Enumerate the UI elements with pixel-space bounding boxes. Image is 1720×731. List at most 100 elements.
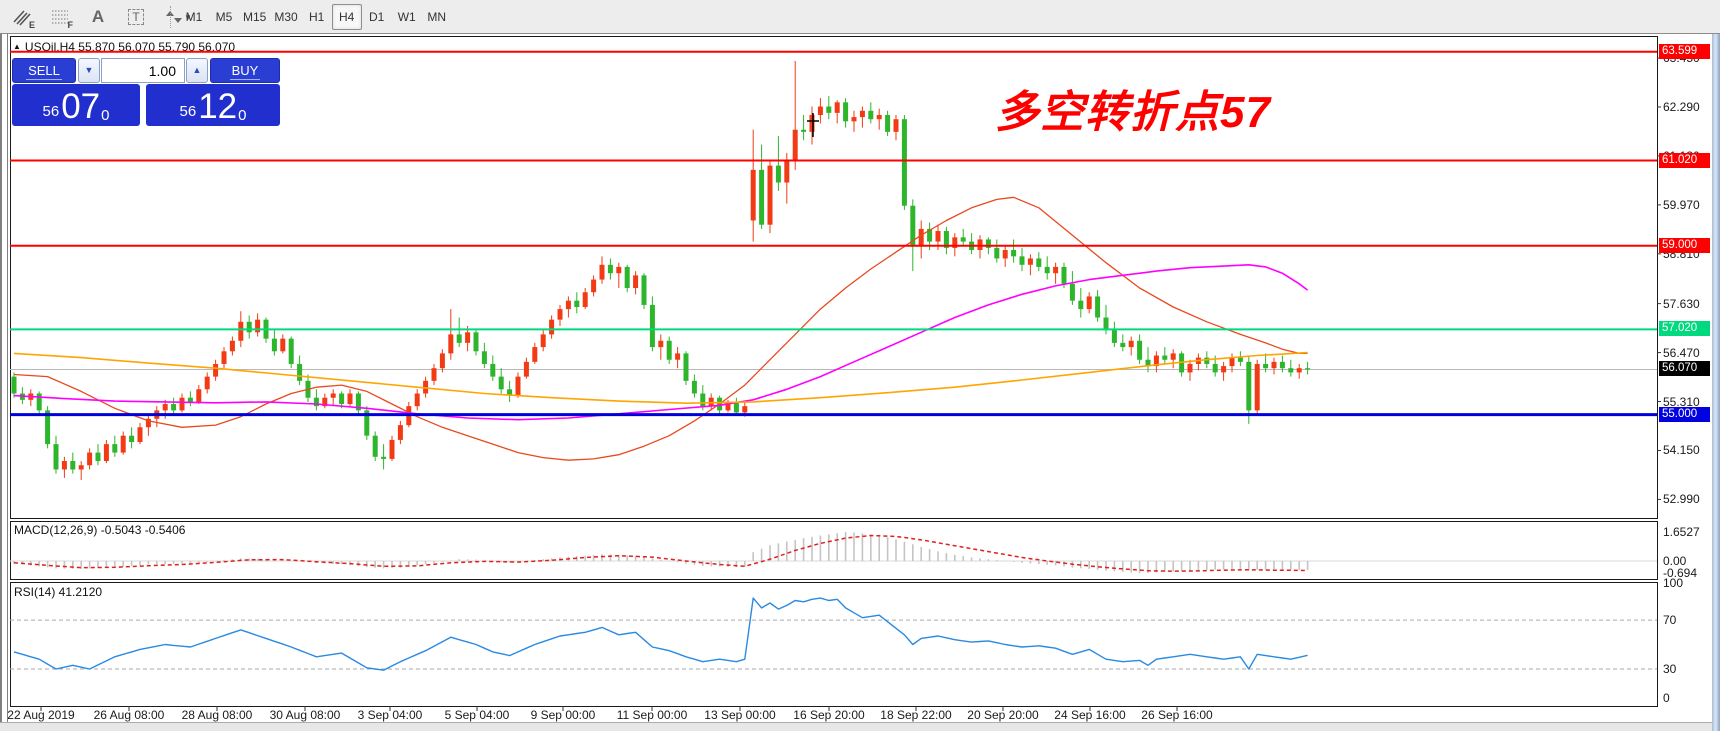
sell-button-label: SELL [26, 63, 62, 80]
timeframe-button-M15[interactable]: M15 [243, 10, 267, 24]
macd-hist-bar [97, 561, 99, 569]
candle-body [952, 237, 958, 248]
candle-body [87, 452, 93, 466]
candle-body [1086, 296, 1092, 310]
toolbar-separator [170, 6, 171, 28]
chevron-down-icon: ▼ [184, 12, 192, 22]
macd-hist-bar [181, 561, 183, 564]
timeframe-button-D1[interactable]: D1 [369, 10, 385, 24]
macd-hist-bar [450, 560, 452, 562]
macd-hist-bar [189, 561, 192, 564]
macd-hist-bar [844, 531, 847, 561]
candle-body [1237, 357, 1243, 362]
main-price-panel[interactable] [10, 50, 1657, 481]
sell-price-display[interactable]: 56 07 0 [12, 84, 140, 126]
candle-body [994, 247, 1000, 259]
price-tick-label: 62.290 [1663, 99, 1700, 114]
macd-hist-bar [172, 561, 175, 564]
candle-body [439, 353, 445, 369]
candle-body [45, 410, 51, 445]
candle-body [859, 110, 865, 118]
candle-body [1011, 250, 1017, 257]
macd-panel[interactable] [10, 531, 1657, 574]
candle-body [1204, 357, 1210, 364]
draw-lines-icon[interactable]: E [8, 4, 36, 30]
timeframe-button-M5[interactable]: M5 [215, 10, 233, 24]
candle-body [112, 444, 118, 453]
candle-body [1162, 355, 1168, 360]
label-tool-icon[interactable]: T [122, 4, 150, 30]
volume-input[interactable] [101, 58, 185, 83]
timeframe-button-H4[interactable]: H4 [331, 4, 362, 30]
candle-body [750, 169, 756, 221]
candle-body [187, 397, 193, 402]
macd-hist-bar [139, 561, 141, 566]
candle-body [700, 393, 706, 407]
macd-hist-bar [920, 546, 922, 561]
timeframe-button-M1[interactable]: M1 [185, 10, 203, 24]
buy-button[interactable]: BUY [210, 58, 280, 83]
macd-hist-bar [1180, 561, 1183, 572]
price-badge: 61.020 [1659, 152, 1710, 168]
candle-body [523, 361, 529, 377]
macd-hist-bar [912, 544, 914, 561]
panel-border [10, 36, 1658, 519]
candle-body [61, 461, 67, 470]
macd-axis-label: -0.694 [1663, 566, 1698, 581]
timeframe-button-M30[interactable]: M30 [274, 10, 298, 24]
macd-hist-bar [1012, 561, 1015, 562]
buy-price-display[interactable]: 56 12 0 [146, 84, 280, 126]
candle-body [868, 110, 874, 120]
macd-hist-bar [769, 545, 771, 561]
timeframe-button-MN[interactable]: MN [427, 10, 447, 24]
candle-body [481, 351, 487, 364]
rsi-axis-label: 0 [1663, 691, 1670, 705]
macd-hist-bar [391, 561, 393, 569]
macd-hist-bar [256, 558, 259, 561]
macd-hist-bar [114, 561, 116, 568]
candle-body [1279, 361, 1285, 369]
candle-body [624, 266, 630, 288]
macd-hist-bar [1054, 561, 1057, 566]
collapse-triangle-icon[interactable]: ▲ [13, 42, 21, 51]
macd-hist-bar [374, 561, 376, 568]
candle-body [633, 275, 639, 288]
macd-hist-bar [1029, 561, 1032, 564]
candle-body [1254, 363, 1260, 411]
candle-body [507, 389, 513, 396]
window-right-scroll-strip[interactable] [1712, 34, 1720, 731]
price-badge: 56.070 [1659, 361, 1710, 377]
macd-hist-bar [1096, 561, 1099, 570]
macd-hist-bar [618, 554, 620, 561]
rsi-panel[interactable] [10, 597, 1657, 671]
price-badge: 63.599 [1659, 43, 1710, 59]
sell-button[interactable]: SELL [12, 58, 76, 83]
macd-hist-bar [836, 533, 838, 561]
macd-hist-bar [1113, 561, 1116, 572]
macd-hist-bar [416, 561, 418, 566]
candle-body [1221, 366, 1227, 373]
macd-hist-bar [886, 537, 889, 561]
candle-body [607, 264, 613, 274]
macd-hist-bar [1264, 561, 1267, 570]
candle-body [280, 338, 286, 352]
candle-body [876, 114, 882, 120]
candle-body [271, 338, 277, 352]
volume-increase-button[interactable]: ▲ [186, 58, 208, 83]
candle-body [927, 228, 933, 242]
fibonacci-grid-icon[interactable]: F [46, 4, 74, 30]
macd-hist-bar [441, 561, 444, 562]
candle-body [95, 452, 101, 462]
candle-body [1271, 361, 1277, 369]
candle-body [347, 393, 353, 405]
candle-body [641, 275, 647, 305]
rsi-label: RSI(14) 41.2120 [14, 585, 103, 599]
timeframe-button-W1[interactable]: W1 [397, 10, 416, 24]
timeframe-button-H1[interactable]: H1 [309, 10, 325, 24]
text-tool-icon[interactable]: A [84, 4, 112, 30]
buy-price-big: 12 [198, 87, 238, 126]
volume-decrease-button[interactable]: ▼ [78, 58, 100, 83]
candle-body [129, 435, 135, 443]
sell-price-small: 56 [42, 103, 60, 120]
